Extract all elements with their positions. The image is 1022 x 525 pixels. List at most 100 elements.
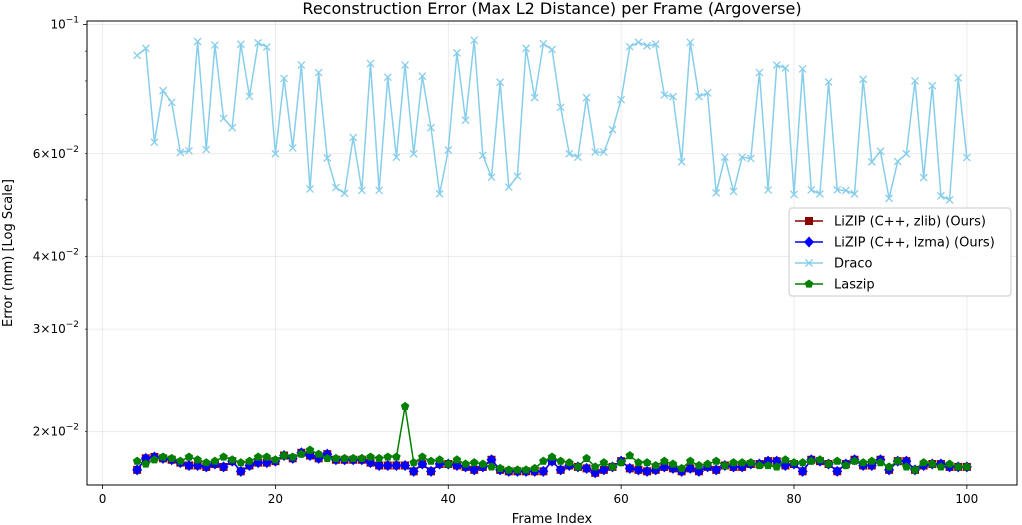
data-point [271, 149, 280, 158]
data-point [417, 458, 428, 470]
data-point [677, 157, 686, 166]
data-point [824, 77, 833, 86]
data-point [841, 186, 850, 195]
data-point [616, 458, 626, 467]
data-point [435, 189, 444, 198]
data-point [573, 462, 583, 471]
data-point [452, 455, 462, 464]
data-point [418, 452, 427, 461]
data-point [538, 465, 549, 477]
data-point [486, 454, 497, 466]
data-point [737, 458, 747, 467]
data-point [521, 465, 531, 474]
data-point [660, 456, 669, 465]
data-point [504, 465, 514, 474]
data-point [496, 78, 505, 87]
data-point [487, 462, 496, 471]
data-point [634, 38, 643, 47]
data-point [210, 456, 220, 465]
data-point [781, 455, 790, 464]
data-point [304, 450, 315, 462]
data-point [599, 148, 608, 157]
legend-marker [804, 279, 814, 288]
data-point [539, 456, 548, 465]
data-point [790, 190, 798, 199]
series-layer [132, 36, 972, 479]
legend-label: LiZIP (C++, zlib) (Ours) [834, 215, 986, 230]
data-point [902, 462, 911, 471]
data-point [271, 455, 280, 464]
data-point [150, 138, 159, 147]
data-point [608, 125, 617, 134]
data-point [262, 452, 272, 461]
data-point [746, 154, 755, 163]
data-point [711, 456, 721, 465]
y-minor-tick-label: 2×10−2 [33, 423, 79, 439]
data-point [764, 185, 773, 194]
data-point [581, 462, 592, 474]
y-major-tick-label: 10−1 [50, 16, 79, 32]
data-point [694, 92, 703, 101]
data-point [288, 452, 297, 461]
data-point [176, 148, 185, 157]
data-point [910, 465, 920, 474]
data-point [495, 463, 505, 473]
legend-item: Draco [795, 257, 872, 272]
data-point [867, 157, 876, 166]
data-point [176, 456, 185, 465]
data-point [738, 153, 747, 162]
x-tick-label: 100 [955, 492, 978, 506]
data-point [858, 458, 868, 467]
data-point [141, 44, 150, 53]
data-point [643, 41, 652, 50]
data-point [755, 68, 764, 77]
data-point [617, 95, 626, 104]
data-point [893, 456, 902, 465]
tick-layer: 0 20 40 60 80 100 10−1 2×10−2 3×10−2 4×10−2 6×10−2 [33, 16, 979, 506]
data-point [193, 37, 202, 46]
data-point [331, 453, 341, 462]
data-point [642, 465, 653, 477]
data-point [478, 459, 488, 468]
data-point [668, 459, 678, 468]
data-point [470, 36, 479, 45]
data-point [210, 41, 219, 50]
x-axis-label: Frame Index [512, 512, 593, 525]
data-point [158, 452, 168, 461]
legend-item: Laszip [795, 278, 875, 293]
data-point [945, 459, 954, 468]
data-point [807, 185, 816, 194]
data-point [902, 149, 911, 158]
legend-marker [804, 236, 814, 248]
data-point [660, 90, 669, 99]
data-point [150, 455, 159, 464]
data-point [374, 453, 384, 462]
data-point [703, 459, 712, 468]
data-point [703, 88, 712, 97]
data-point [297, 449, 306, 458]
data-point [487, 173, 496, 182]
x-tick-label: 80 [786, 492, 801, 506]
chart-title: Reconstruction Error (Max L2 Distance) p… [302, 0, 801, 18]
data-point [911, 77, 919, 85]
data-point [418, 72, 427, 81]
data-point [366, 452, 375, 461]
data-point [772, 462, 781, 471]
data-point [729, 187, 738, 196]
data-point [876, 458, 885, 467]
data-point [382, 459, 393, 471]
x-tick-label: 60 [614, 492, 629, 506]
data-point [392, 153, 401, 162]
data-point [867, 456, 877, 465]
x-tick-label: 20 [268, 492, 283, 506]
data-point [408, 465, 419, 477]
data-point [893, 157, 902, 166]
data-point [236, 40, 245, 49]
data-point [185, 146, 193, 155]
data-point [262, 43, 271, 51]
data-point [314, 68, 323, 77]
data-point [936, 191, 945, 200]
data-point [642, 458, 652, 467]
data-point [444, 146, 453, 154]
data-point [686, 38, 695, 47]
